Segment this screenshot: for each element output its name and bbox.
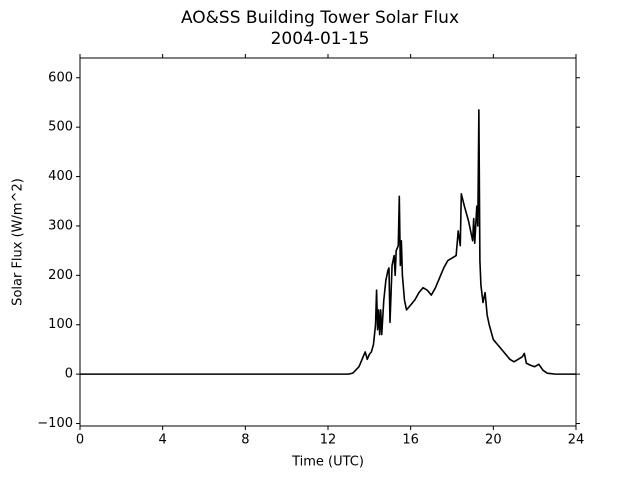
chart-title: AO&SS Building Tower Solar Flux — [181, 8, 459, 28]
y-tick-label: 200 — [48, 268, 73, 283]
y-tick-label: 500 — [48, 120, 73, 135]
data-line — [80, 109, 576, 375]
y-tick-label: 600 — [48, 70, 73, 85]
x-axis-label: Time (UTC) — [291, 455, 364, 470]
y-tick-label: 400 — [48, 169, 73, 184]
x-tick-label: 12 — [320, 433, 337, 448]
y-tick-label: 0 — [65, 367, 73, 382]
x-tick-label: 16 — [402, 433, 419, 448]
x-tick-label: 8 — [241, 433, 249, 448]
y-axis-label: Solar Flux (W/m^2) — [11, 178, 26, 306]
y-tick-label: 100 — [48, 317, 73, 332]
x-tick-label: 20 — [485, 433, 502, 448]
y-tick-label: 300 — [48, 218, 73, 233]
y-tick-label: −100 — [37, 416, 73, 431]
x-tick-label: 24 — [568, 433, 585, 448]
chart-subtitle: 2004-01-15 — [271, 29, 370, 49]
plot-frame — [79, 57, 577, 427]
x-tick-label: 0 — [76, 433, 84, 448]
x-tick-label: 4 — [159, 433, 167, 448]
